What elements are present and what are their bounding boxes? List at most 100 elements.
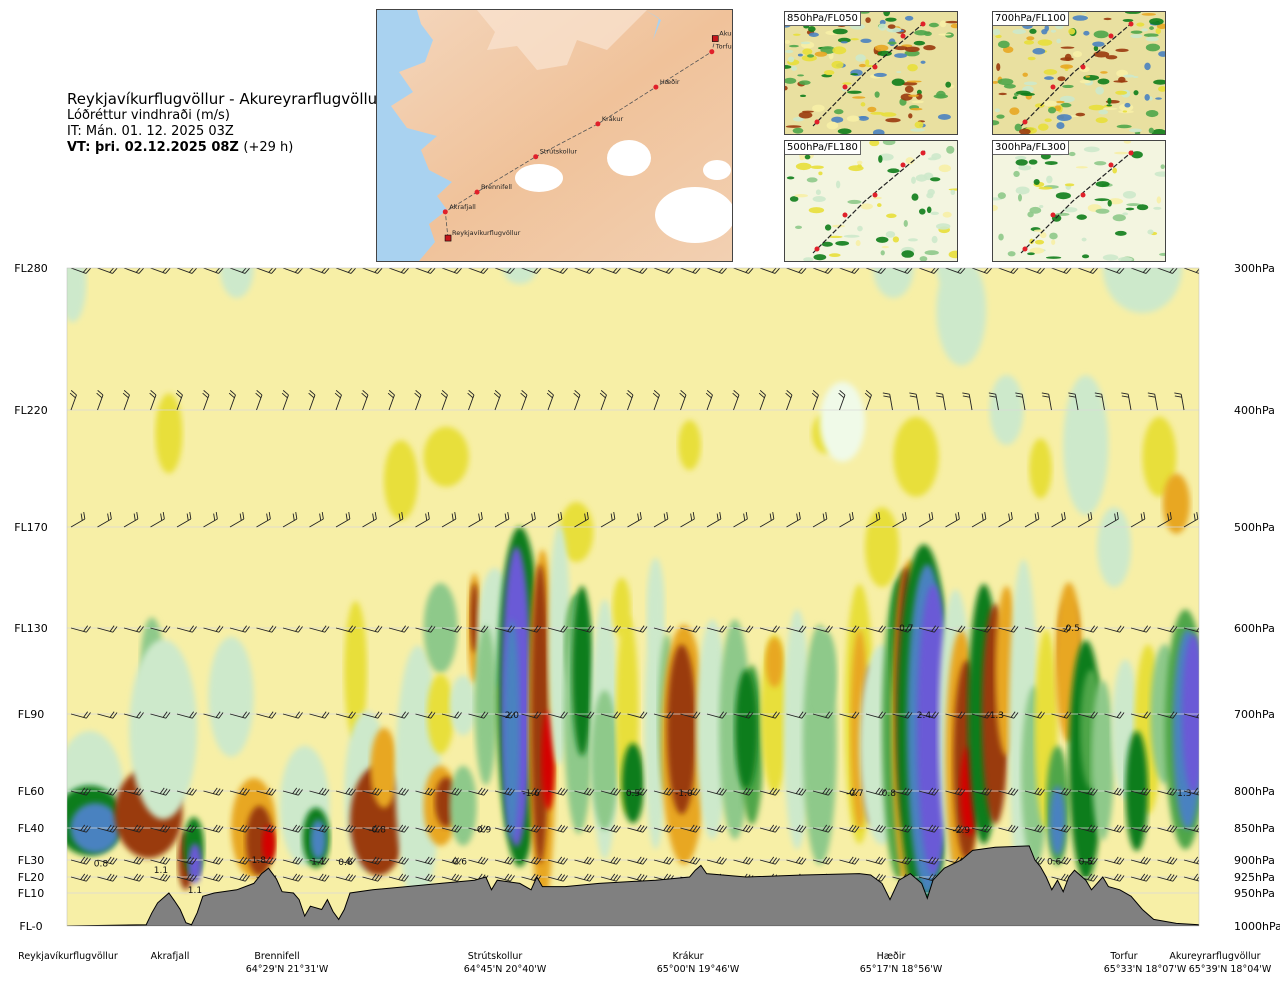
- wind-barb: [680, 512, 695, 528]
- flight-level-tick: FL-0: [19, 920, 42, 933]
- wind-barb: [733, 711, 754, 719]
- wind-barb: [70, 625, 91, 633]
- value-label: 0.8: [94, 859, 109, 869]
- wind-barb: [468, 625, 489, 633]
- wind-barb: [998, 824, 1019, 833]
- wind-barb: [962, 392, 973, 411]
- wind-barb: [521, 512, 536, 528]
- wind-barb: [203, 873, 224, 882]
- velocity-cell: [678, 420, 701, 471]
- wind-barb: [467, 390, 475, 411]
- wind-barb: [282, 856, 303, 865]
- wind-barb: [1051, 625, 1072, 633]
- wind-barb: [388, 824, 409, 833]
- wind-barb: [1094, 392, 1105, 411]
- wind-barb: [1183, 856, 1199, 865]
- velocity-cell: [1091, 680, 1115, 841]
- wind-barb: [308, 390, 316, 411]
- pressure-tick: 925hPa: [1234, 871, 1275, 884]
- thumbnail-500[interactable]: 500hPa/FL180: [784, 140, 958, 262]
- wind-barb: [653, 512, 669, 528]
- wind-barb: [733, 625, 754, 633]
- terrain: [67, 845, 1199, 926]
- waypoint-marker: [653, 84, 659, 90]
- wind-barb: [864, 390, 872, 411]
- value-labels: 0.8 1.1 1.1 -1.8 1.1 0.6 -0.8 -0.9 0.6 2.0 -1.6 0.5…: [94, 624, 1192, 896]
- wind-barb: [97, 856, 118, 865]
- wind-barb: [627, 625, 648, 633]
- wind-barb: [945, 787, 966, 796]
- wind-barb: [839, 711, 860, 719]
- wind-barb: [521, 824, 542, 833]
- wind-barb: [150, 856, 171, 865]
- velocity-cell: [1049, 785, 1066, 856]
- wind-barb: [759, 625, 780, 633]
- wind-barb: [627, 856, 648, 865]
- wind-barb: [627, 787, 648, 796]
- thumbnail-850[interactable]: 850hPa/FL050: [784, 11, 958, 135]
- velocity-cell: [474, 625, 498, 786]
- velocity-cell: [423, 426, 469, 487]
- wind-barb: [918, 856, 939, 865]
- wind-barb: [600, 787, 621, 796]
- wind-barb: [627, 873, 648, 882]
- velocity-cell: [310, 819, 327, 860]
- wind-barb: [680, 787, 701, 796]
- wind-barb: [123, 824, 144, 833]
- wind-barb: [706, 856, 727, 865]
- wind-barb: [733, 512, 748, 528]
- wind-barb: [70, 512, 86, 528]
- wind-barb: [335, 787, 356, 796]
- wind-barb: [1157, 711, 1178, 719]
- location-coord: 65°39'N 18°04'W: [1189, 964, 1272, 975]
- thumbnail-700[interactable]: 700hPa/FL100: [992, 11, 1166, 135]
- wind-barb: [758, 390, 766, 411]
- velocity-cell: [188, 843, 202, 884]
- wind-barb: [441, 625, 462, 633]
- value-label: -1.3: [986, 711, 1004, 721]
- wind-barb: [892, 625, 913, 633]
- wind-barb: [1024, 787, 1045, 796]
- wind-barb: [599, 390, 607, 411]
- wind-barb: [909, 392, 920, 411]
- velocity-cell: [449, 765, 477, 846]
- wind-barb: [415, 824, 436, 833]
- velocity-cell: [129, 639, 198, 820]
- wind-barb: [839, 824, 860, 833]
- velocity-cell: [814, 631, 837, 711]
- wind-barb: [759, 824, 780, 833]
- wind-barb: [786, 711, 807, 719]
- wind-barb: [812, 787, 833, 796]
- wind-barb: [1051, 512, 1066, 528]
- wind-barb: [574, 625, 595, 633]
- wind-barb: [1211, 267, 1231, 273]
- wind-barb: [1211, 626, 1231, 632]
- wind-barb: [520, 390, 528, 411]
- wind-barb: [1051, 824, 1072, 833]
- velocity-cell: [1162, 473, 1190, 534]
- wind-barb: [865, 787, 886, 796]
- wind-barb: [892, 787, 913, 796]
- wind-barb: [918, 711, 939, 719]
- location-coord: 64°45'N 20°40'W: [464, 964, 547, 975]
- wind-barb: [282, 512, 298, 528]
- wind-barb: [786, 856, 807, 865]
- wind-barb: [812, 824, 833, 833]
- wind-barb: [945, 625, 966, 633]
- wind-barb: [812, 625, 833, 633]
- wind-barb: [440, 390, 448, 411]
- wind-barb: [998, 787, 1019, 796]
- wind-barb: [256, 512, 271, 528]
- location-name: Hæðir: [877, 951, 906, 962]
- wind-barb: [705, 390, 713, 411]
- wind-barb: [1174, 392, 1185, 411]
- location-coord: 65°33'N 18°07'W: [1104, 964, 1187, 975]
- flight-level-axis: FL280 FL220 FL170 FL130 FL90 FL60 FL40 FL30 FL20…: [14, 262, 47, 933]
- wind-barb: [521, 787, 542, 796]
- wind-barb: [1201, 393, 1211, 410]
- wind-barb: [256, 856, 277, 865]
- thumbnail-300[interactable]: 300hPa/FL300: [992, 140, 1166, 262]
- wind-barb: [1183, 268, 1199, 274]
- velocity-cell: [696, 619, 729, 840]
- wind-barb: [123, 625, 144, 633]
